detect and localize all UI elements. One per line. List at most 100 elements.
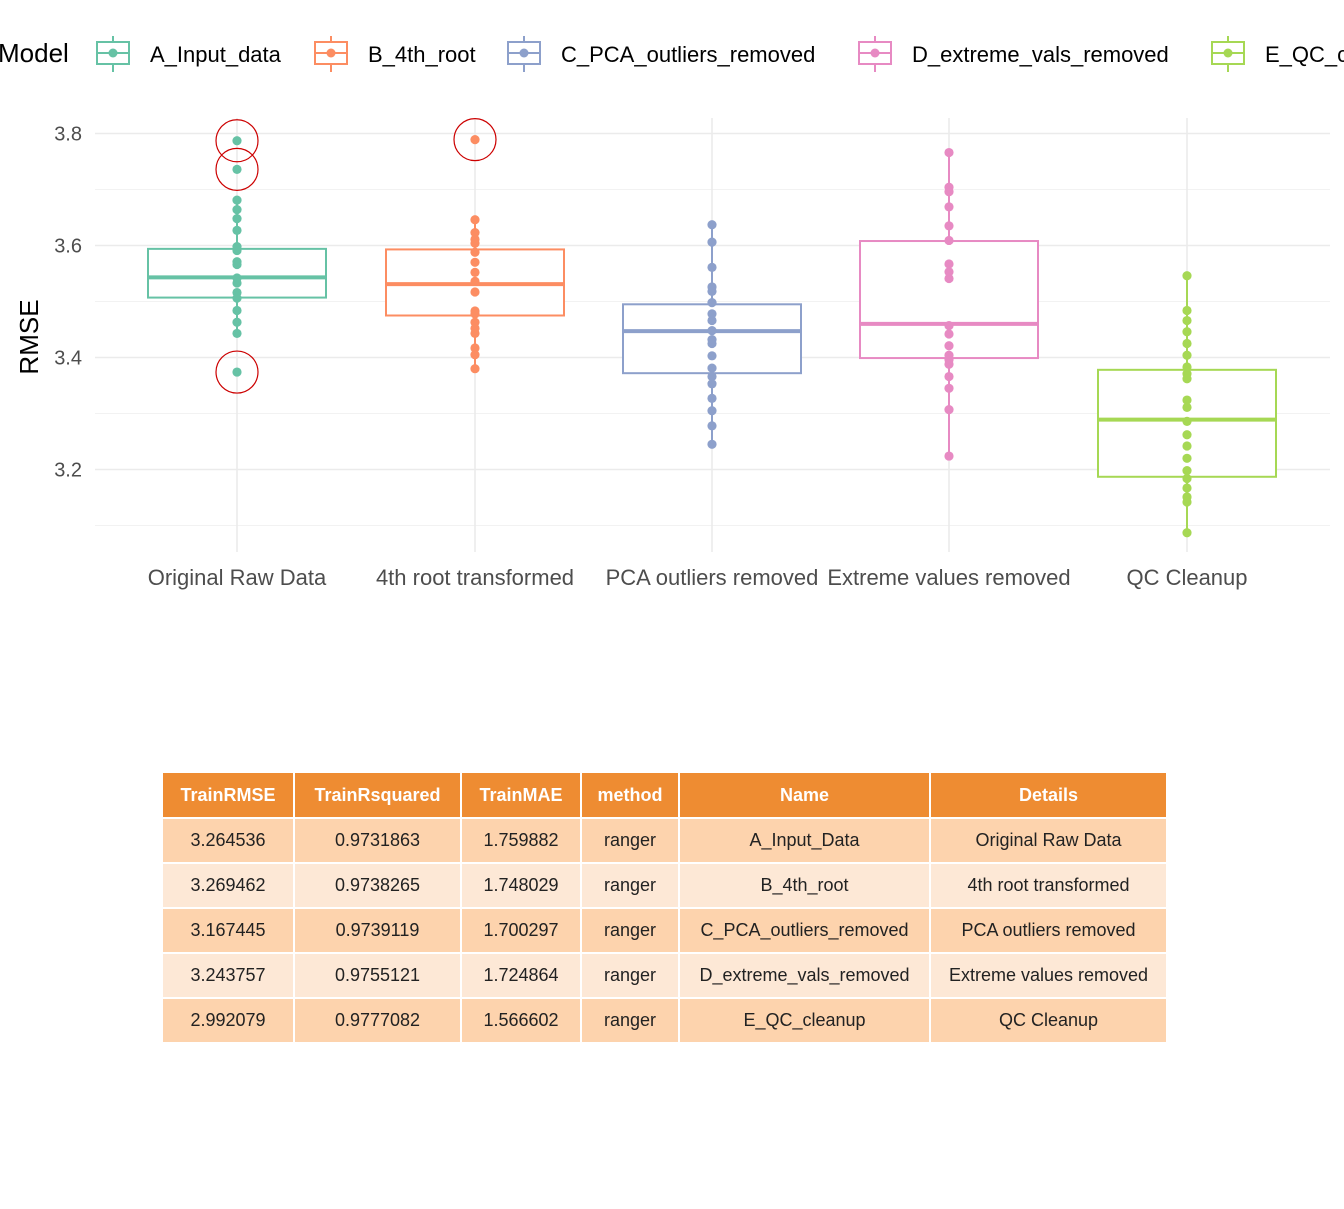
data-point (707, 286, 717, 297)
data-point (1182, 402, 1192, 412)
legend-key-point (870, 48, 880, 58)
table-cell: QC Cleanup (929, 997, 1168, 1044)
table-cell: ranger (580, 997, 680, 1044)
data-point (232, 214, 242, 224)
table-cell: B_4th_root (678, 862, 931, 909)
table-cell: 1.724864 (460, 952, 582, 999)
table-cell: 3.167445 (161, 907, 295, 954)
data-point (1182, 416, 1192, 426)
data-point (232, 305, 242, 316)
data-point (707, 363, 717, 373)
y-axis-title: RMSE (14, 299, 44, 374)
legend-label: C_PCA_outliers_removed (561, 42, 815, 67)
data-point (944, 320, 954, 331)
data-point (232, 225, 242, 235)
data-point (944, 235, 954, 246)
series-D_extreme_vals_removed (859, 147, 1039, 461)
legend-key-D_extreme_vals_removed (858, 36, 892, 72)
data-point (944, 267, 954, 277)
data-point (470, 247, 480, 257)
x-tick-label: 4th root transformed (376, 565, 574, 590)
data-point (1182, 271, 1192, 281)
table-cell: 3.243757 (161, 952, 295, 999)
table-cell: A_Input_Data (678, 817, 931, 864)
column-header: TrainRMSE (161, 771, 295, 819)
y-tick-label: 3.4 (54, 348, 82, 370)
data-point (1182, 441, 1192, 451)
data-point (470, 257, 480, 267)
table-cell: ranger (580, 862, 680, 909)
legend-key-point (326, 48, 336, 58)
table-cell: 1.566602 (460, 997, 582, 1044)
table-cell: ranger (580, 817, 680, 864)
table-cell: 0.9777082 (293, 997, 462, 1044)
legend-key-point (108, 48, 118, 58)
table-cell: 1.748029 (460, 862, 582, 909)
data-point (470, 228, 480, 238)
data-point (232, 195, 242, 205)
legend-label: B_4th_root (368, 42, 476, 67)
series-E_QC_cleanup (1097, 271, 1277, 538)
data-point (944, 187, 954, 197)
table-header-row: TrainRMSE TrainRsquared TrainMAE method Name… (161, 771, 1168, 819)
legend-label: E_QC_cleanup (1265, 42, 1344, 67)
data-point (707, 393, 717, 403)
data-point (1182, 374, 1192, 384)
rmse-boxplot-chart: 3.2 3.4 3.6 3.8 RMSE Original Raw Data 4th roo… (0, 36, 1344, 590)
data-point (232, 367, 242, 377)
data-point (707, 262, 717, 272)
data-point (232, 328, 242, 339)
data-point (1182, 497, 1192, 507)
series-B_4th_root (385, 118, 565, 374)
data-point (232, 164, 242, 174)
data-point (1182, 338, 1192, 349)
outlier-ring (215, 350, 259, 394)
column-header: TrainRsquared (293, 771, 462, 819)
table-cell: PCA outliers removed (929, 907, 1168, 954)
results-table: TrainRMSE TrainRsquared TrainMAE method Name… (161, 771, 1168, 1044)
data-point (944, 383, 954, 393)
x-tick-label: PCA outliers removed (606, 565, 819, 590)
data-point (1182, 453, 1192, 463)
table-cell: 2.992079 (161, 997, 295, 1044)
data-point (232, 205, 242, 215)
data-point (944, 259, 954, 269)
y-tick-label: 3.8 (54, 124, 82, 146)
table-cell: D_extreme_vals_removed (678, 952, 931, 999)
data-point (944, 329, 954, 339)
x-tick-label: Original Raw Data (148, 565, 327, 590)
data-point (1182, 466, 1192, 476)
data-point (707, 298, 717, 308)
table-row: 2.992079 0.9777082 1.566602 ranger E_QC_clea… (161, 997, 1168, 1044)
data-point (944, 359, 954, 369)
legend-label: A_Input_data (150, 42, 282, 67)
data-point (944, 147, 954, 158)
data-point (944, 202, 954, 212)
data-point (470, 328, 480, 339)
data-point (707, 326, 717, 336)
data-point (707, 309, 717, 319)
column-header: Name (678, 771, 931, 819)
table-cell: E_QC_cleanup (678, 997, 931, 1044)
table-row: 3.167445 0.9739119 1.700297 ranger C_PCA_out… (161, 907, 1168, 954)
data-point (1182, 430, 1192, 440)
data-point (944, 404, 954, 415)
outlier-ring (453, 118, 497, 162)
data-point (707, 220, 717, 230)
data-point (470, 238, 480, 248)
data-point (470, 135, 480, 145)
table-cell: ranger (580, 952, 680, 999)
data-point (707, 338, 717, 349)
table-cell: 1.759882 (460, 817, 582, 864)
data-point (707, 421, 717, 431)
table-cell: 0.9738265 (293, 862, 462, 909)
data-point (707, 237, 717, 247)
data-point (707, 351, 717, 361)
data-point (470, 350, 480, 360)
data-point (707, 371, 717, 382)
data-point (1182, 362, 1192, 372)
data-point (470, 343, 480, 353)
box (859, 240, 1039, 360)
data-point (707, 315, 717, 326)
data-point (1182, 327, 1192, 337)
